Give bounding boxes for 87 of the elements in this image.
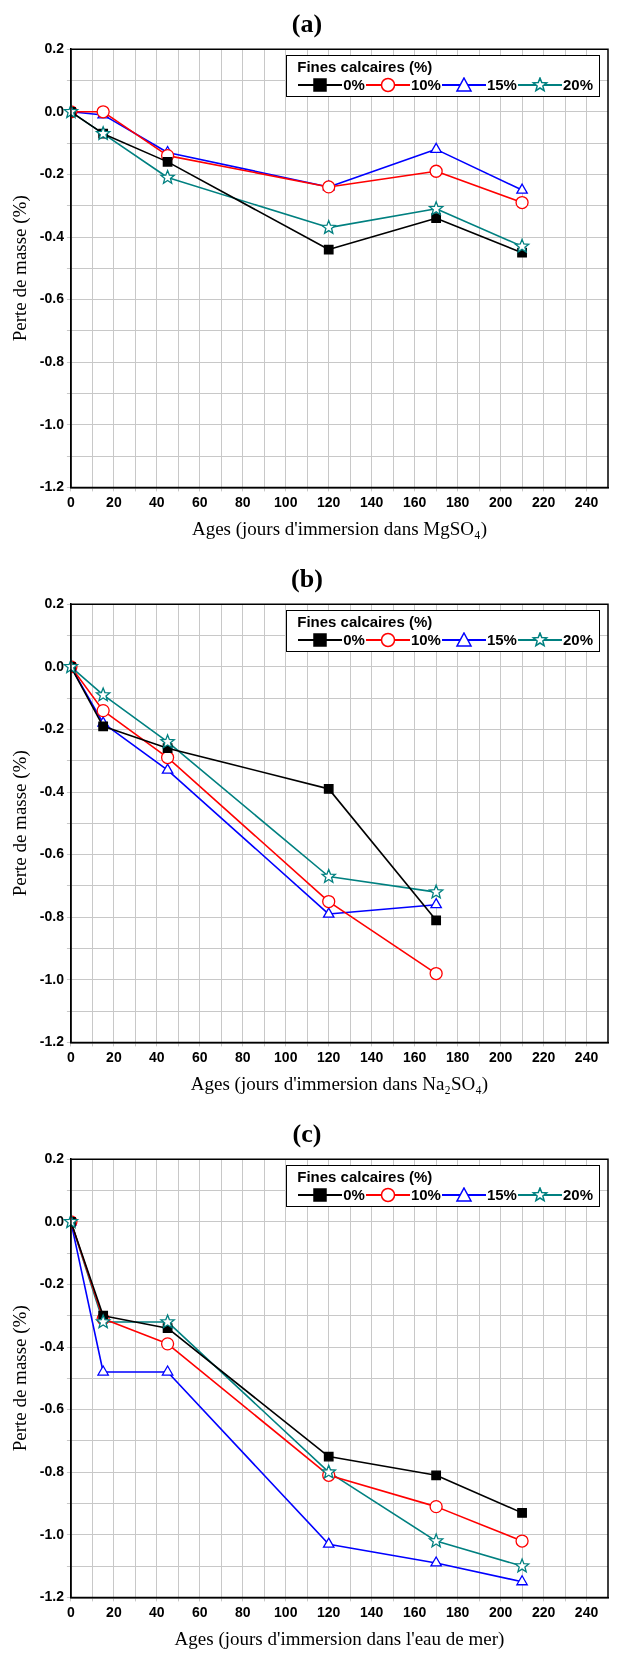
x-tick-label: 220	[531, 1048, 556, 1065]
x-tick-label: 180	[445, 1603, 470, 1620]
legend-label: 10%	[410, 76, 441, 94]
legend-label: 10%	[410, 631, 441, 649]
y-tick-label: -0.4	[39, 1337, 65, 1354]
x-tick-label: 20	[106, 493, 122, 510]
x-tick-label: 0	[67, 1048, 76, 1065]
y-tick-label: -0.2	[39, 720, 65, 737]
y-tick-label: -0.8	[39, 908, 65, 925]
x-tick-label: 100	[274, 1048, 298, 1065]
x-tick-label: 20	[106, 1603, 122, 1620]
legend-title: Fines calcaires (%)	[297, 1168, 434, 1186]
x-tick-label: 60	[192, 493, 208, 510]
x-tick-label: 220	[531, 1603, 556, 1620]
x-tick-label: 40	[149, 1603, 165, 1620]
x-tick-label: 60	[192, 1048, 208, 1065]
legend-label: 20%	[562, 1186, 593, 1204]
x-tick-label: 200	[488, 1048, 513, 1065]
legend-label: 10%	[410, 1186, 441, 1204]
x-tick-label: 120	[317, 1048, 341, 1065]
y-tick-label: 0.0	[44, 657, 65, 674]
legend-label: 15%	[486, 1186, 517, 1204]
chart-title: (b)	[291, 564, 323, 594]
x-tick-label: 240	[574, 493, 599, 510]
x-tick-label: 180	[445, 1048, 470, 1065]
x-tick-label: 0	[67, 493, 76, 510]
x-tick-label: 240	[574, 1048, 599, 1065]
legend-label: 20%	[562, 76, 593, 94]
legend-label: 0%	[343, 631, 365, 649]
chart-title: (a)	[291, 9, 323, 39]
x-tick-label: 80	[235, 493, 251, 510]
y-axis-title: Perte de masse (%)	[9, 1305, 32, 1452]
y-tick-label: 0.2	[44, 1150, 65, 1167]
x-tick-label: 120	[317, 493, 341, 510]
legend-label: 0%	[343, 1186, 365, 1204]
y-tick-label: -0.6	[39, 1400, 65, 1417]
y-tick-label: -0.4	[39, 227, 65, 244]
legend-label: 0%	[343, 76, 365, 94]
x-tick-label: 220	[531, 493, 556, 510]
y-tick-label: -1.0	[39, 970, 65, 987]
y-tick-label: -0.6	[39, 290, 65, 307]
x-tick-label: 200	[488, 493, 513, 510]
y-tick-label: -0.4	[39, 782, 65, 799]
y-tick-label: -0.8	[39, 1463, 65, 1480]
x-tick-label: 140	[360, 493, 384, 510]
x-tick-label: 80	[235, 1603, 251, 1620]
y-axis-title: Perte de masse (%)	[9, 195, 32, 342]
legend-label: 20%	[562, 631, 593, 649]
y-tick-label: 0.2	[44, 40, 65, 57]
x-tick-label: 240	[574, 1603, 599, 1620]
x-tick-label: 20	[106, 1048, 122, 1065]
x-tick-label: 100	[274, 493, 298, 510]
x-tick-label: 120	[317, 1603, 341, 1620]
x-tick-label: 140	[360, 1048, 384, 1065]
x-tick-label: 160	[402, 1603, 427, 1620]
y-tick-label: -0.2	[39, 165, 65, 182]
y-tick-label: 0.0	[44, 102, 65, 119]
y-axis-title: Perte de masse (%)	[9, 750, 32, 897]
x-tick-label: 40	[149, 493, 165, 510]
legend-title: Fines calcaires (%)	[297, 58, 434, 76]
y-tick-label: 0.0	[44, 1212, 65, 1229]
legend-label: 15%	[486, 631, 517, 649]
x-tick-label: 160	[402, 493, 427, 510]
chart-title: (c)	[292, 1119, 322, 1149]
x-axis-title: Ages (jours d'immersion dans Na₂SO₄)	[190, 1072, 489, 1095]
y-tick-label: 0.2	[44, 595, 65, 612]
y-tick-label: -1.2	[39, 478, 65, 495]
x-tick-label: 60	[192, 1603, 208, 1620]
x-tick-label: 100	[274, 1603, 298, 1620]
x-axis-title: Ages (jours d'immersion dans l'eau de mer)	[174, 1627, 505, 1650]
legend-title: Fines calcaires (%)	[297, 613, 434, 631]
x-tick-label: 180	[445, 493, 470, 510]
x-tick-label: 40	[149, 1048, 165, 1065]
y-tick-label: -0.8	[39, 353, 65, 370]
x-tick-label: 80	[235, 1048, 251, 1065]
x-tick-label: 140	[360, 1603, 384, 1620]
y-tick-label: -1.0	[39, 1525, 65, 1542]
y-tick-label: -1.0	[39, 415, 65, 432]
y-tick-label: -0.6	[39, 845, 65, 862]
x-axis-title: Ages (jours d'immersion dans MgSO₄)	[191, 517, 487, 540]
y-tick-label: -0.2	[39, 1275, 65, 1292]
x-tick-label: 160	[402, 1048, 427, 1065]
legend-label: 15%	[486, 76, 517, 94]
y-tick-label: -1.2	[39, 1588, 65, 1605]
x-tick-label: 200	[488, 1603, 513, 1620]
x-tick-label: 0	[67, 1603, 76, 1620]
y-tick-label: -1.2	[39, 1033, 65, 1050]
